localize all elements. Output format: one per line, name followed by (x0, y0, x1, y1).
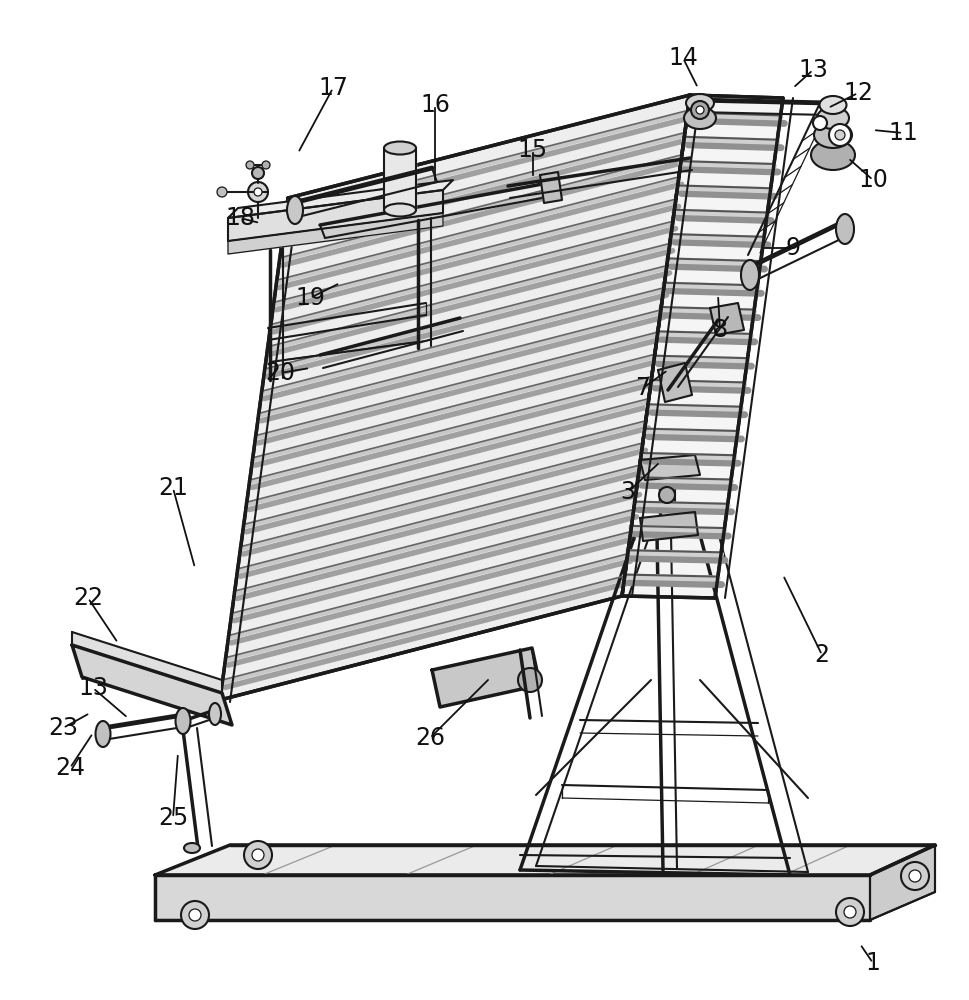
Polygon shape (621, 95, 782, 598)
Text: 18: 18 (225, 206, 255, 230)
Ellipse shape (740, 260, 758, 290)
Text: 14: 14 (668, 46, 698, 70)
Circle shape (658, 487, 674, 503)
Text: 25: 25 (158, 806, 188, 830)
Circle shape (696, 106, 703, 114)
Circle shape (828, 124, 850, 146)
Polygon shape (384, 148, 416, 210)
Circle shape (690, 101, 708, 119)
Ellipse shape (384, 204, 416, 217)
Circle shape (254, 188, 262, 196)
Ellipse shape (683, 107, 715, 129)
Polygon shape (657, 363, 691, 402)
Ellipse shape (208, 703, 221, 725)
Circle shape (248, 182, 267, 202)
Circle shape (217, 187, 227, 197)
Polygon shape (431, 648, 540, 707)
Text: 16: 16 (420, 93, 450, 117)
Ellipse shape (184, 843, 200, 853)
Text: 11: 11 (888, 121, 917, 145)
Circle shape (908, 870, 920, 882)
Text: 26: 26 (415, 726, 445, 750)
Text: 23: 23 (47, 716, 78, 740)
Ellipse shape (810, 140, 854, 170)
Circle shape (246, 161, 254, 169)
Text: 21: 21 (158, 476, 188, 500)
Circle shape (189, 909, 201, 921)
Polygon shape (869, 845, 934, 920)
Text: 20: 20 (265, 361, 295, 385)
Ellipse shape (685, 94, 713, 112)
Ellipse shape (384, 141, 416, 155)
Ellipse shape (287, 196, 302, 224)
Text: 13: 13 (78, 676, 108, 700)
Polygon shape (709, 303, 743, 335)
Text: 24: 24 (55, 756, 85, 780)
Text: 10: 10 (858, 168, 887, 192)
Polygon shape (228, 180, 453, 218)
Text: 1: 1 (864, 951, 880, 975)
Polygon shape (220, 95, 689, 700)
Polygon shape (155, 845, 934, 875)
Text: 19: 19 (295, 286, 325, 310)
Circle shape (834, 130, 844, 140)
Ellipse shape (816, 107, 848, 129)
Circle shape (812, 116, 827, 130)
Ellipse shape (819, 96, 846, 114)
Ellipse shape (175, 708, 190, 734)
Circle shape (900, 862, 928, 890)
Polygon shape (640, 512, 698, 541)
Ellipse shape (835, 214, 853, 244)
Text: 17: 17 (318, 76, 348, 100)
Circle shape (252, 849, 264, 861)
Polygon shape (540, 172, 561, 203)
Text: 8: 8 (711, 318, 727, 342)
Text: 2: 2 (814, 643, 828, 667)
Polygon shape (155, 875, 869, 920)
Ellipse shape (813, 122, 851, 148)
Circle shape (517, 668, 542, 692)
Text: 13: 13 (797, 58, 828, 82)
Polygon shape (228, 213, 443, 254)
Text: 3: 3 (620, 480, 635, 504)
Polygon shape (228, 190, 443, 241)
Ellipse shape (95, 721, 110, 747)
Circle shape (843, 906, 855, 918)
Text: 22: 22 (73, 586, 103, 610)
Text: 7: 7 (635, 376, 650, 400)
Circle shape (252, 167, 264, 179)
Text: 9: 9 (785, 236, 799, 260)
Text: 12: 12 (842, 81, 872, 105)
Circle shape (181, 901, 208, 929)
Polygon shape (72, 632, 222, 693)
Text: 15: 15 (517, 138, 547, 162)
Circle shape (244, 841, 271, 869)
Polygon shape (72, 645, 232, 725)
Circle shape (262, 161, 269, 169)
Circle shape (835, 898, 863, 926)
Polygon shape (640, 455, 700, 480)
